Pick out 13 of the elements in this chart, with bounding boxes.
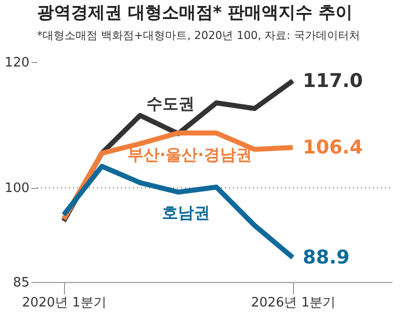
- y-tick-label: 100: [4, 181, 30, 196]
- data-label: 117.0: [302, 70, 363, 92]
- x-tick-label: 2020년 1분기: [22, 296, 106, 310]
- series-label: 부산·울산·경남권: [128, 145, 252, 164]
- data-label: 88.9: [302, 246, 350, 268]
- chart-title: 광역경제권 대형소매점* 판매액지수 추이: [37, 3, 353, 23]
- series-label: 호남권: [162, 203, 210, 222]
- chart-subtitle: *대형소매점 백화점+대형마트, 2020년 100, 자료: 국가데이터처: [37, 29, 360, 42]
- y-tick-label: 85: [12, 276, 30, 290]
- series-label: 수도권: [146, 94, 195, 114]
- x-tick-label: 2026년 1분기: [251, 296, 336, 310]
- y-tick-label: 120: [4, 56, 30, 70]
- data-label: 106.4: [302, 136, 363, 158]
